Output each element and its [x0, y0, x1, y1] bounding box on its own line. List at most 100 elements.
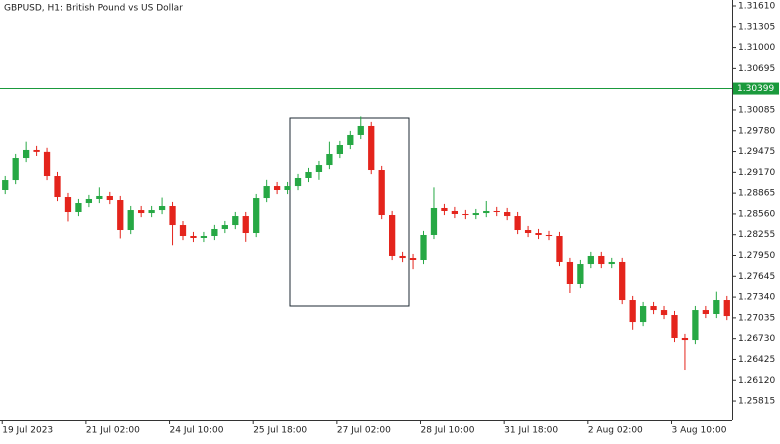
- y-tick-label: 1.31610: [738, 1, 775, 11]
- candle-body: [273, 186, 281, 190]
- y-tick-label: 1.25815: [738, 397, 775, 407]
- price-label-box: [733, 82, 779, 95]
- candle-body: [232, 216, 239, 226]
- y-tick-label: 1.29170: [738, 168, 775, 178]
- y-tick-label: 1.27340: [738, 293, 775, 303]
- x-tick-label: 25 Jul 18:00: [253, 426, 307, 436]
- candle-body: [127, 210, 134, 231]
- y-tick-label: 1.28560: [738, 209, 775, 219]
- x-tick-label: 28 Jul 10:00: [421, 426, 475, 436]
- candle-body: [179, 225, 187, 237]
- candle-body: [294, 177, 302, 187]
- y-tick-label: 1.31000: [738, 43, 775, 53]
- candle-body: [399, 255, 406, 259]
- candle-body: [514, 216, 521, 231]
- candle-body: [598, 255, 605, 265]
- candle-body: [64, 197, 72, 213]
- candle-body: [660, 310, 668, 316]
- candle-body: [629, 300, 636, 323]
- x-tick-label: 24 Jul 10:00: [170, 426, 224, 436]
- candle-body: [12, 158, 19, 181]
- candle-body: [671, 315, 678, 338]
- candle-body: [305, 171, 312, 178]
- y-tick-label: 1.27645: [738, 272, 775, 282]
- x-tick-label: 2 Aug 02:00: [588, 426, 643, 436]
- candle-body: [681, 337, 689, 341]
- candle-body: [545, 234, 553, 237]
- candle-body: [75, 203, 82, 213]
- y-tick-label: 1.27950: [738, 251, 775, 261]
- price-label: 1.30399: [737, 84, 774, 94]
- candle-body: [23, 149, 30, 159]
- candle-body: [85, 198, 93, 204]
- candle-body: [504, 212, 511, 217]
- candle-body: [483, 210, 490, 214]
- candle-body: [566, 261, 574, 284]
- candle-body: [2, 180, 9, 190]
- highlight-box: [289, 117, 410, 307]
- candle-body: [713, 300, 720, 314]
- candle-body: [493, 210, 500, 213]
- candle-body: [242, 216, 249, 234]
- candle-body: [409, 258, 417, 261]
- y-tick-label: 1.26120: [738, 376, 775, 386]
- candle-body: [692, 310, 699, 341]
- x-tick-label: 21 Jul 02:00: [86, 426, 140, 436]
- chart-title: GBPUSD, H1: British Pound vs US Dollar: [4, 4, 183, 14]
- candle-body: [378, 170, 385, 216]
- y-tick-label: 1.28255: [738, 230, 775, 240]
- candle-body: [169, 206, 176, 226]
- candle-body: [639, 306, 647, 323]
- candle-body: [430, 207, 438, 235]
- candle-body: [556, 236, 563, 262]
- y-tick-label: 1.27035: [738, 313, 775, 323]
- candle-body: [117, 200, 124, 231]
- candle-body: [577, 264, 584, 284]
- candle-body: [43, 151, 51, 177]
- candle-body: [138, 210, 145, 214]
- candle-body: [253, 198, 260, 234]
- candle-body: [368, 125, 375, 171]
- candle-body: [200, 236, 208, 238]
- y-tick-label: 1.26425: [738, 355, 775, 365]
- candle-body: [221, 225, 228, 229]
- candle-body: [723, 300, 730, 317]
- candle-body: [54, 176, 61, 198]
- candle-body: [608, 261, 615, 265]
- candle-body: [650, 306, 657, 311]
- candle-body: [451, 210, 459, 214]
- candle-body: [472, 213, 479, 216]
- y-tick-label: 1.28865: [738, 189, 775, 199]
- candle-body: [619, 261, 626, 301]
- y-tick-label: 1.30085: [738, 105, 775, 115]
- candle-body: [441, 207, 448, 211]
- x-tick-label: 19 Jul 2023: [2, 426, 53, 436]
- candle-body: [148, 210, 155, 214]
- y-tick-label: 1.31305: [738, 22, 775, 32]
- candle-body: [326, 153, 333, 166]
- candle-body: [462, 213, 469, 216]
- candle-body: [315, 165, 323, 172]
- y-tick-label: 1.30695: [738, 64, 775, 74]
- candle-body: [158, 206, 166, 211]
- x-tick-label: 31 Jul 18:00: [504, 426, 558, 436]
- candle-body: [211, 228, 218, 237]
- candle-body: [336, 144, 343, 154]
- candle-body: [106, 195, 113, 201]
- candle-body: [357, 125, 364, 135]
- y-tick-label: 1.29780: [738, 126, 775, 136]
- candle-body: [535, 233, 542, 235]
- x-tick-label: 3 Aug 10:00: [671, 426, 726, 436]
- candle-body: [420, 234, 427, 261]
- y-tick-label: 1.29475: [738, 147, 775, 157]
- candle-body: [33, 149, 40, 152]
- candle-body: [190, 236, 197, 238]
- candle-body: [347, 134, 354, 145]
- candle-body: [587, 255, 594, 265]
- y-tick-label: 1.26730: [738, 334, 775, 344]
- candle-body: [524, 230, 532, 234]
- candle-body: [263, 186, 270, 199]
- candle-body: [284, 186, 291, 190]
